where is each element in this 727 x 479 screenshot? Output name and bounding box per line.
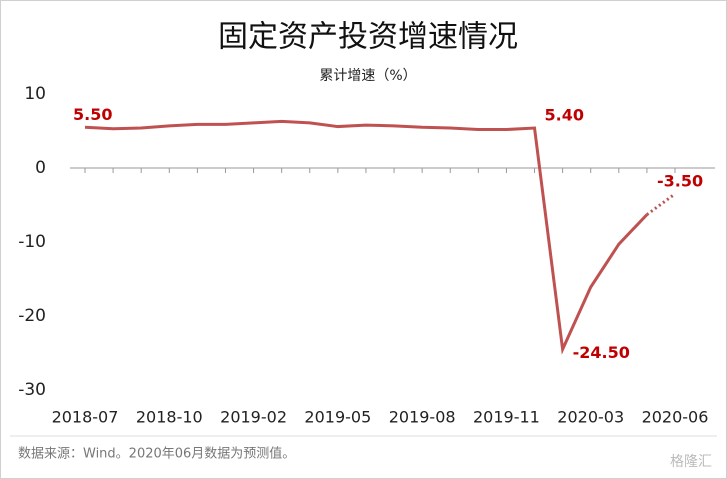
x-tick-label: 2019-11 <box>473 408 540 427</box>
x-tick-label: 2019-02 <box>220 408 287 427</box>
data-label: -24.50 <box>573 343 630 362</box>
y-tick-label: 0 <box>35 158 46 178</box>
source-note: 数据来源：Wind。2020年06月数据为预测值。 <box>18 446 295 462</box>
data-line <box>84 119 648 355</box>
data-label: 5.50 <box>73 105 112 124</box>
y-tick-label: -20 <box>18 306 46 326</box>
chart-title: 固定资产投资增速情况 <box>218 20 518 55</box>
x-tick-label: 2020-06 <box>642 408 709 427</box>
y-tick-label: 10 <box>24 84 46 104</box>
x-tick-label: 2019-08 <box>389 408 456 427</box>
x-tick-label: 2018-07 <box>52 408 119 427</box>
data-label: 5.40 <box>545 106 584 125</box>
x-tick-label: 2018-10 <box>136 408 203 427</box>
x-tick-label: 2019-05 <box>304 408 371 427</box>
logo: 格隆汇 <box>670 454 712 470</box>
y-tick-label: -30 <box>18 380 46 400</box>
x-tick-label: 2020-03 <box>557 408 624 427</box>
chart-subtitle: 累计增速（%） <box>319 68 416 84</box>
y-tick-label: -10 <box>18 232 46 252</box>
forecast-line <box>646 192 676 216</box>
data-label: -3.50 <box>657 171 703 190</box>
